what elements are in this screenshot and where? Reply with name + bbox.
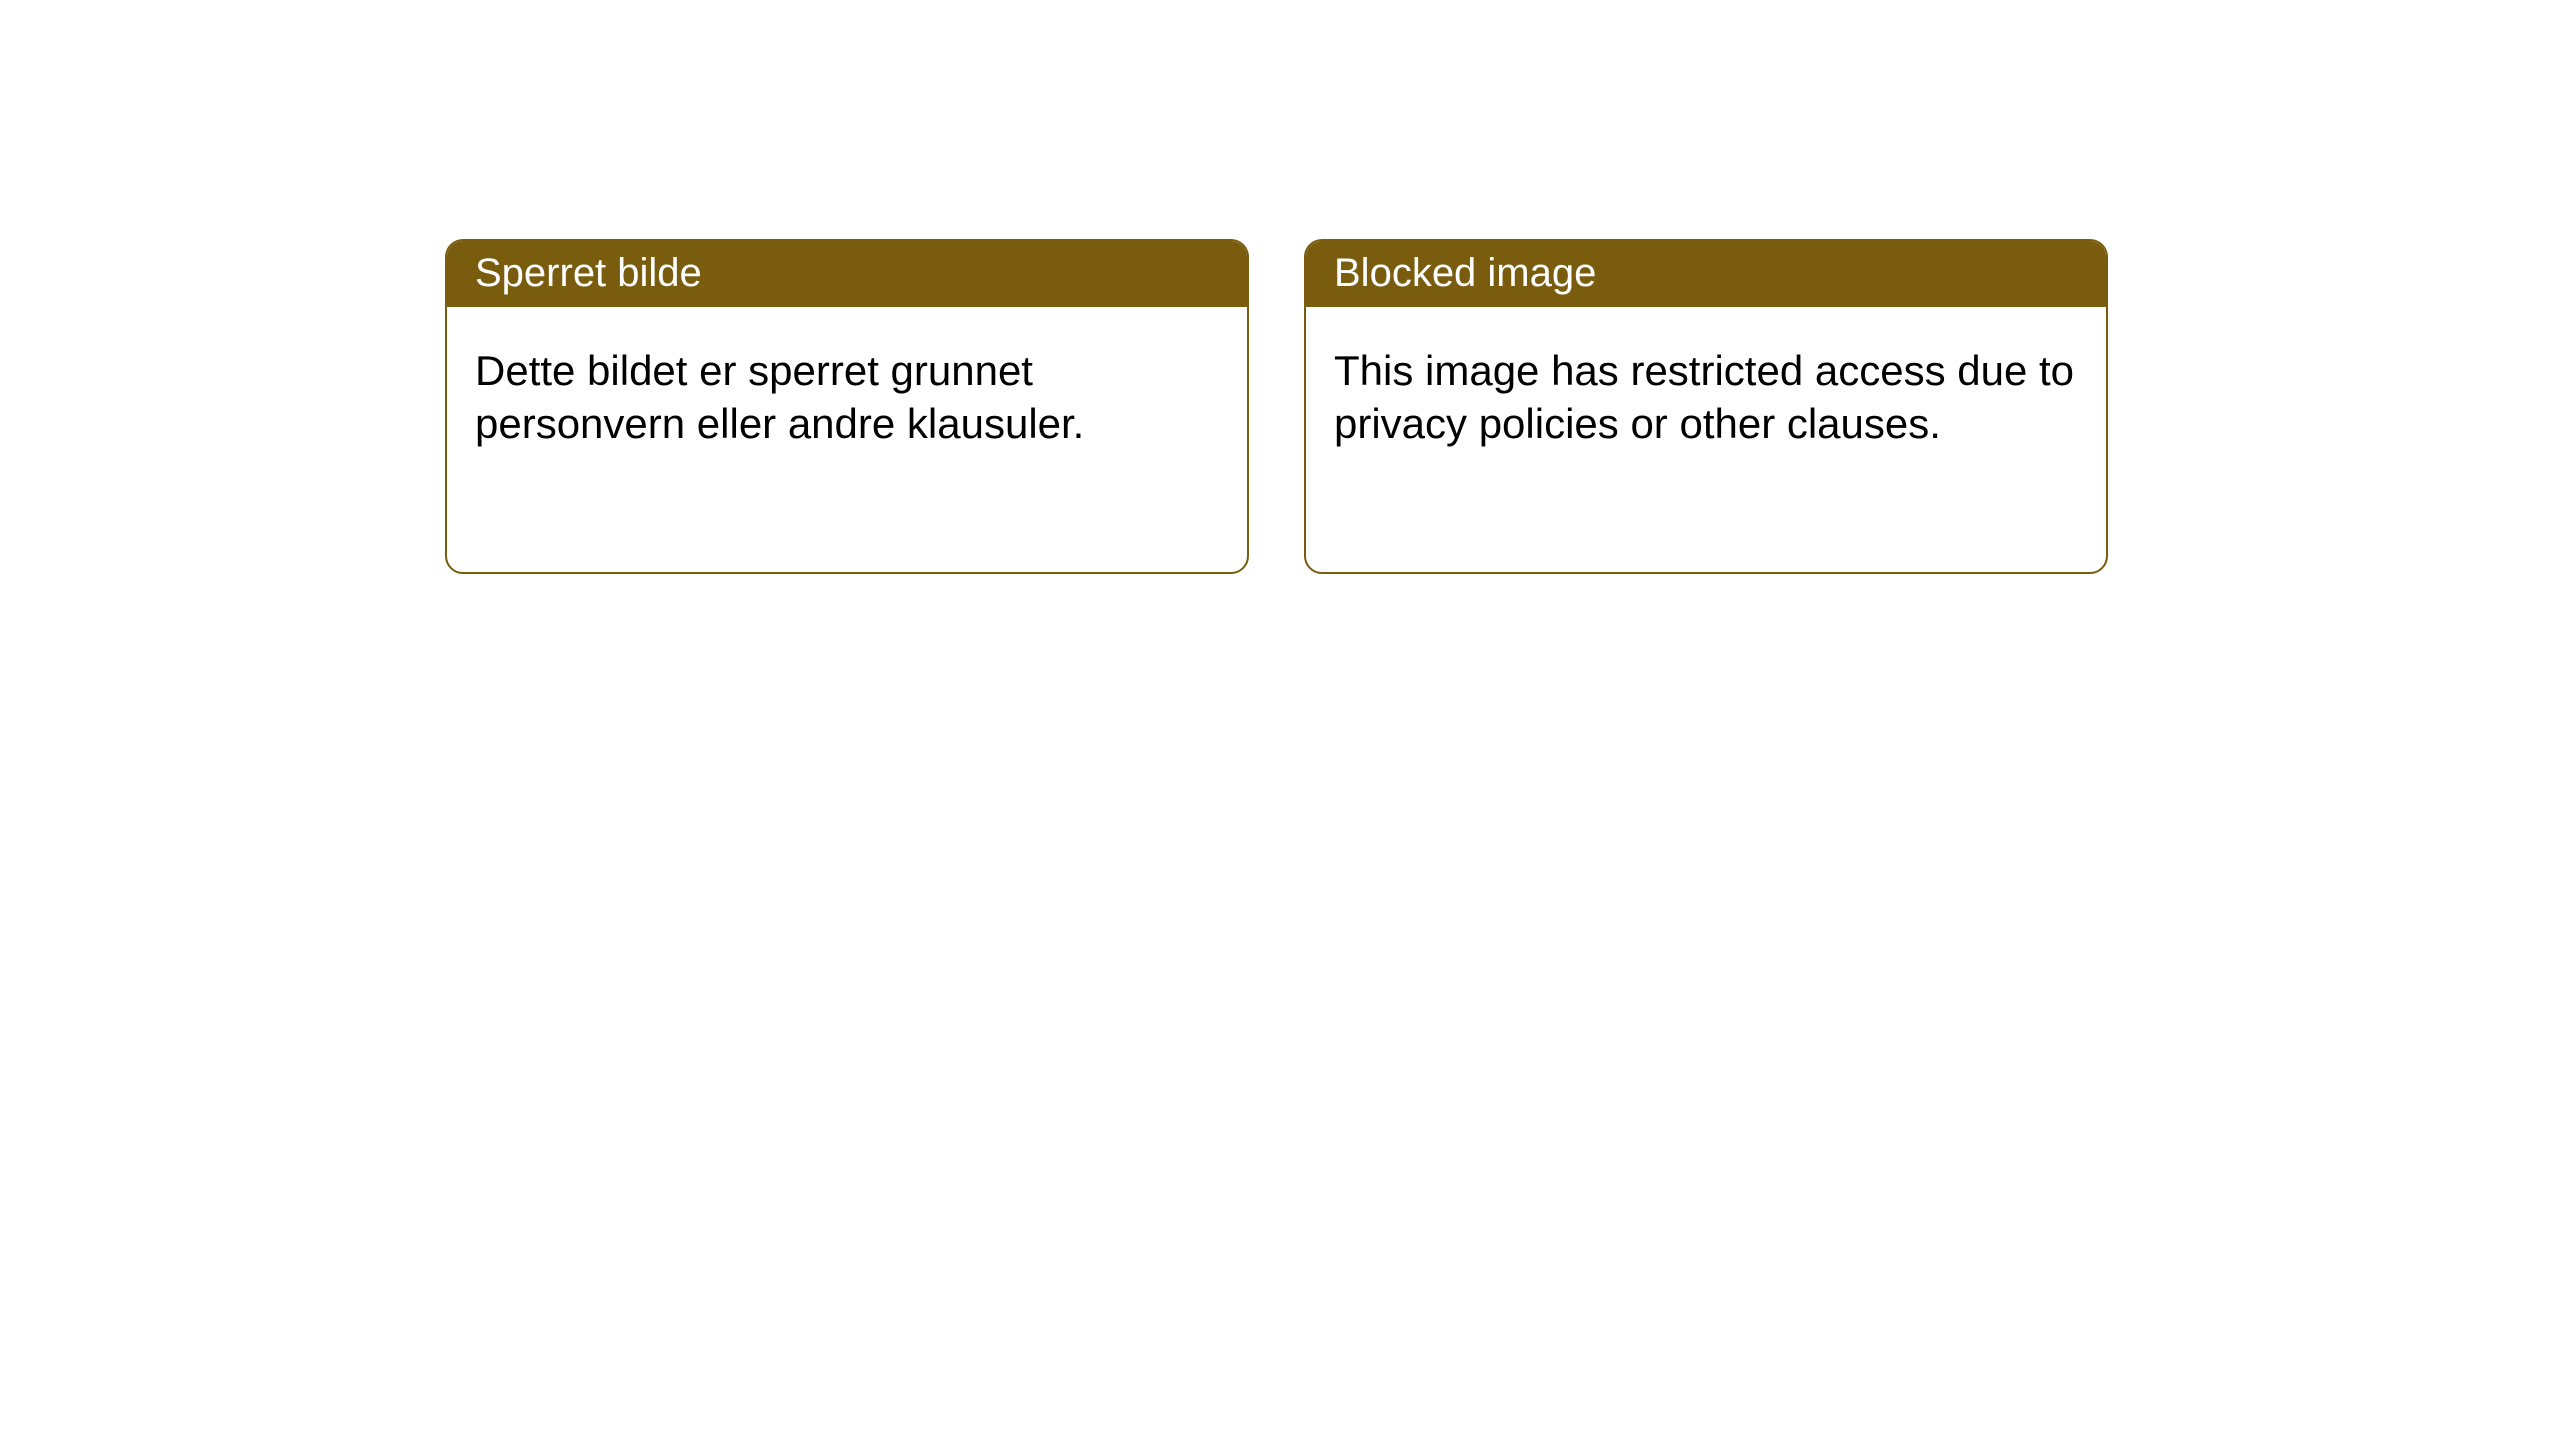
notice-box-norwegian: Sperret bilde Dette bildet er sperret gr…	[445, 239, 1249, 574]
notice-body: Dette bildet er sperret grunnet personve…	[447, 307, 1247, 478]
notice-body: This image has restricted access due to …	[1306, 307, 2106, 478]
notice-header: Blocked image	[1306, 241, 2106, 307]
notice-box-english: Blocked image This image has restricted …	[1304, 239, 2108, 574]
notice-header: Sperret bilde	[447, 241, 1247, 307]
notice-container: Sperret bilde Dette bildet er sperret gr…	[0, 0, 2560, 574]
